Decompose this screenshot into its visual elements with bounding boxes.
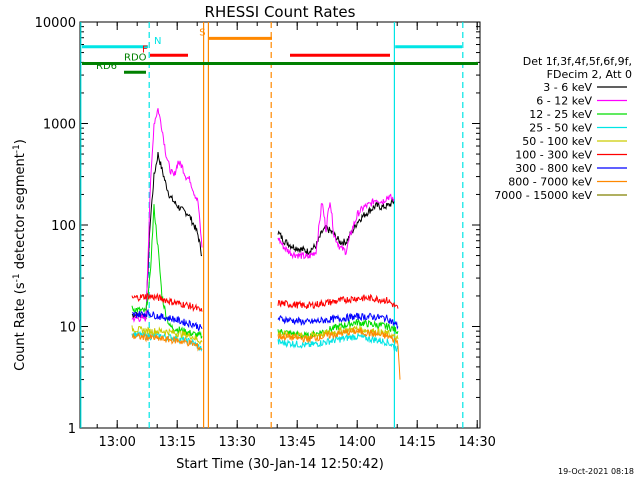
y-axis-label-sup2: -1 [12,144,22,153]
axes: 1 10 100 1000 10000 13:00 13:15 13:30 13:45 14:00… [35,16,496,450]
series-line-800-7000-keV [277,326,401,380]
legend-item-label: 7000 - 15000 keV [494,189,592,202]
series-line-300-800-keV [277,312,399,330]
y-tick-label: 10000 [35,16,76,31]
legend-item-label: 3 - 6 keV [543,81,592,94]
y-tick-label: 100 [51,219,76,234]
attenuator-label: RDO [124,53,147,64]
y-tick-label: 10 [59,321,76,336]
series-line-100-300-keV [131,292,203,313]
chart-title: RHESSI Count Rates [205,3,356,21]
series-line-3-6-keV [277,198,395,256]
series-line-800-7000-keV [131,332,203,352]
legend-item-label: 12 - 25 keV [529,108,592,121]
footer-timestamp: 19-Oct-2021 08:18 [558,467,634,476]
series-lines [131,108,401,380]
vertical-markers [80,22,464,428]
x-axis-label: Start Time (30-Jan-14 12:50:42) [176,457,384,472]
legend-item-label: 25 - 50 keV [529,122,592,135]
y-axis-label: Count Rate (s-1 detector segment-1) [12,139,28,371]
x-tick-label: 14:30 [458,435,495,450]
y-tick-label: 1 [68,422,76,437]
legend-item-label: 50 - 100 keV [522,135,592,148]
legend: Det 1f,3f,4f,5f,6f,9f, FDecim 2, Att 0 3… [494,55,632,202]
y-tick-label: 1000 [43,118,76,133]
y-axis-label-part2: detector segment [13,153,28,273]
series-line-300-800-keV [131,308,203,333]
y-axis-label-sup1: -1 [12,273,22,282]
series-line-100-300-keV [277,293,399,310]
y-axis-label-part1: Count Rate (s [13,282,28,371]
attenuator-markers: NF S RDO RD6 [82,27,478,74]
x-tick-label: 13:00 [98,435,135,450]
attenuator-label: S [199,27,205,38]
x-tick-label: 14:15 [398,435,435,450]
series-line-6-12-keV [277,193,395,260]
legend-item-label: 100 - 300 keV [515,149,592,162]
x-tick-label: 13:30 [218,435,255,450]
legend-item-label: 800 - 7000 keV [508,176,592,189]
plot-frame [79,21,481,429]
attenuator-label: RD6 [96,61,117,72]
series-line-3-6-keV [131,152,203,320]
y-axis-label-close: ) [13,139,28,144]
attenuator-label: N [154,36,161,47]
x-tick-label: 13:45 [278,435,315,450]
legend-header-line1: Det 1f,3f,4f,5f,6f,9f, [523,55,632,68]
legend-item-label: 6 - 12 keV [536,95,592,108]
series-line-6-12-keV [131,108,203,323]
x-tick-label: 13:15 [158,435,195,450]
legend-header-line2: FDecim 2, Att 0 [547,68,632,81]
x-tick-label: 14:00 [338,435,375,450]
legend-item-label: 300 - 800 keV [515,162,592,175]
series-line-50-100-keV [131,325,203,345]
series-line-25-50-keV [277,332,399,353]
attenuator-label: F [142,44,148,55]
